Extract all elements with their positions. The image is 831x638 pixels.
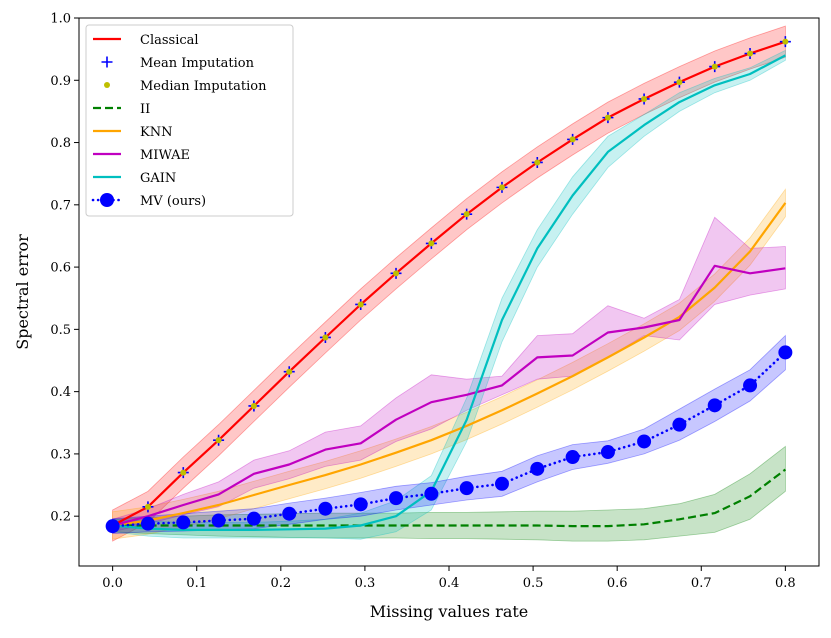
marker-mv-ours <box>211 513 226 528</box>
marker-mv-ours <box>389 491 404 506</box>
band-miwae <box>112 216 786 533</box>
y-tick-label: 0.3 <box>50 447 71 462</box>
marker-mv-ours <box>353 497 368 512</box>
band-knn <box>112 188 786 540</box>
line-miwae <box>112 264 786 527</box>
marker-median-imputation <box>498 184 505 191</box>
x-tick-label: 0.1 <box>186 576 207 591</box>
legend-frame <box>85 24 294 217</box>
x-tick-label: 0.3 <box>355 576 376 591</box>
marker-median-imputation <box>286 368 293 375</box>
legend-label-classical: Classical <box>140 33 199 48</box>
series-markers <box>105 36 793 534</box>
marker-median-imputation <box>782 38 789 45</box>
marker-mv-ours <box>778 345 793 360</box>
marker-mv-ours <box>459 481 474 496</box>
marker-mv-ours <box>176 515 191 530</box>
legend-label-ii: II <box>140 102 150 117</box>
x-tick-label: 0.4 <box>439 576 460 591</box>
marker-mv-ours <box>282 506 297 521</box>
marker-median-imputation <box>250 402 257 409</box>
y-tick-label: 1.0 <box>50 12 71 27</box>
marker-mv-ours <box>246 511 261 526</box>
marker-median-imputation <box>357 301 364 308</box>
y-tick-label: 0.2 <box>50 510 71 525</box>
marker-mv-ours <box>494 476 509 491</box>
line-gain <box>112 54 786 532</box>
x-tick-label: 0.0 <box>102 576 123 591</box>
marker-median-imputation <box>180 469 187 476</box>
y-tick-label: 0.9 <box>50 74 71 89</box>
x-tick-label: 0.2 <box>270 576 291 591</box>
legend-marker-mean-imputation <box>101 56 113 68</box>
x-axis-label: Missing values rate <box>370 602 529 621</box>
marker-median-imputation <box>322 334 329 341</box>
legend-label-median-imputation: Median Imputation <box>140 79 267 94</box>
marker-mv-ours <box>318 501 333 516</box>
marker-median-imputation <box>604 114 611 121</box>
band-ii <box>112 445 786 542</box>
marker-mv-ours <box>707 398 722 413</box>
y-tick-label: 0.7 <box>50 198 71 213</box>
marker-mv-ours <box>565 450 580 465</box>
legend-label-mean-imputation: Mean Imputation <box>140 56 255 71</box>
legend-label-miwae: MIWAE <box>140 148 190 163</box>
y-tick-label: 0.8 <box>50 136 71 151</box>
x-tick-label: 0.6 <box>607 576 628 591</box>
marker-median-imputation <box>144 503 151 510</box>
line-classical <box>112 40 786 527</box>
x-tick-label: 0.5 <box>523 576 544 591</box>
legend-label-mv-ours: MV (ours) <box>140 194 206 209</box>
marker-mv-ours <box>140 516 155 531</box>
legend: Classical Mean Imputation Median Imputatio… <box>85 24 294 217</box>
x-tick-label: 0.7 <box>691 576 712 591</box>
marker-median-imputation <box>569 136 576 143</box>
marker-mv-ours <box>530 461 545 476</box>
y-axis-label: Spectral error <box>13 234 32 350</box>
marker-mv-ours <box>105 519 120 534</box>
marker-mv-ours <box>424 486 439 501</box>
y-tick-label: 0.4 <box>50 385 71 400</box>
legend-label-gain: GAIN <box>140 171 176 186</box>
confidence-bands <box>112 25 786 542</box>
marker-median-imputation <box>641 95 648 102</box>
marker-median-imputation <box>711 63 718 70</box>
marker-mv-ours <box>637 434 652 449</box>
marker-median-imputation <box>215 437 222 444</box>
line-ii <box>112 468 787 528</box>
marker-median-imputation <box>428 240 435 247</box>
marker-mv-ours <box>672 417 687 432</box>
marker-median-imputation <box>393 270 400 277</box>
y-tick-label: 0.5 <box>50 323 71 338</box>
x-axis-ticks: 0.0 0.1 0.2 0.3 0.4 0.5 0.6 0.7 0.8 <box>102 566 796 591</box>
x-tick-label: 0.8 <box>775 576 796 591</box>
y-tick-label: 0.6 <box>50 261 71 276</box>
marker-median-imputation <box>534 159 541 166</box>
legend-marker-median-imputation <box>104 82 110 88</box>
band-classical <box>112 25 786 542</box>
marker-median-imputation <box>463 211 470 218</box>
marker-median-imputation <box>747 50 754 57</box>
marker-median-imputation <box>676 79 683 86</box>
marker-mv-ours <box>600 445 615 460</box>
marker-mv-ours <box>743 378 758 393</box>
legend-marker-mv-ours <box>100 193 114 207</box>
y-axis-ticks: 0.2 0.3 0.4 0.5 0.6 0.7 0.8 0.9 1.0 <box>50 12 79 525</box>
legend-label-knn: KNN <box>140 125 172 140</box>
band-gain <box>112 49 786 540</box>
band-mv-ours <box>112 334 786 535</box>
